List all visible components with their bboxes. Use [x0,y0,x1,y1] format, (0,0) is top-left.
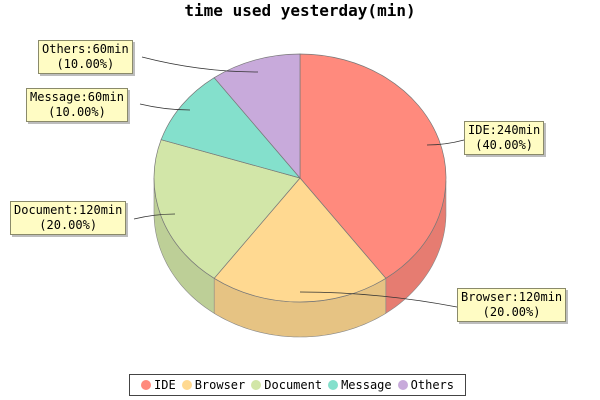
label-browser: Browser:120min (20.00%) [457,288,567,322]
legend-item-ide: IDE [141,378,176,392]
legend-dot-message [328,380,339,390]
label-message: Message:60min (10.00%) [26,88,128,122]
leader-line-ide [426,139,465,146]
legend-item-document: Document [251,378,322,392]
label-ide: IDE:240min (40.00%) [464,121,545,155]
legend-dot-browser [181,380,192,390]
label-others: Others:60min (10.00%) [38,40,133,74]
slice-document [153,139,301,279]
leader-line-others [141,56,259,73]
legend-item-message: Message [328,378,392,392]
label-document: Document:120min (20.00%) [10,201,127,235]
legend-dot-others [397,380,408,390]
chart-legend: IDE Browser Document Message Others [129,374,466,396]
legend-dot-document [251,380,262,390]
slice-message [160,77,302,179]
chart-title: time used yesterday(min) [184,1,416,20]
legend-item-browser: Browser [181,378,245,392]
leader-line-document [133,213,176,220]
slice-ide [299,53,447,279]
leader-line-message [139,103,191,111]
slice-browser [213,177,387,303]
legend-item-others: Others [397,378,454,392]
slice-others [213,53,301,179]
leader-line-browser [299,291,458,308]
legend-dot-ide [141,380,151,390]
